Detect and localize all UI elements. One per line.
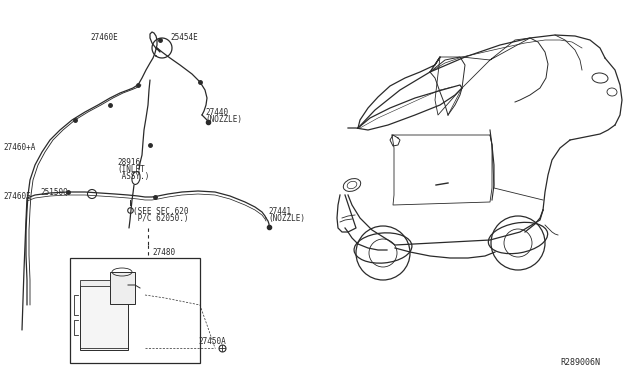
Text: P/C 62050.): P/C 62050.) xyxy=(133,214,189,223)
Bar xyxy=(80,285,128,350)
Text: R289006N: R289006N xyxy=(560,358,600,367)
Text: 27460+A: 27460+A xyxy=(3,143,35,152)
Text: (SEE SEC.620: (SEE SEC.620 xyxy=(133,207,189,216)
Text: 27460E: 27460E xyxy=(3,192,31,201)
Bar xyxy=(110,272,135,304)
Text: 27480: 27480 xyxy=(152,248,175,257)
Bar xyxy=(80,280,110,286)
Text: (NOZZLE): (NOZZLE) xyxy=(205,115,242,124)
Bar xyxy=(70,258,200,363)
Text: 28916: 28916 xyxy=(117,158,140,167)
Text: (INLET: (INLET xyxy=(117,165,145,174)
Text: 27441: 27441 xyxy=(268,207,291,216)
Text: 25150Q: 25150Q xyxy=(40,188,68,197)
Text: ASSY.): ASSY.) xyxy=(117,172,149,181)
Text: 27460E: 27460E xyxy=(90,33,118,42)
Text: (NOZZLE): (NOZZLE) xyxy=(268,214,305,223)
Text: 27450A: 27450A xyxy=(198,337,226,346)
Text: 25454E: 25454E xyxy=(170,33,198,42)
Text: 27440: 27440 xyxy=(205,108,228,117)
